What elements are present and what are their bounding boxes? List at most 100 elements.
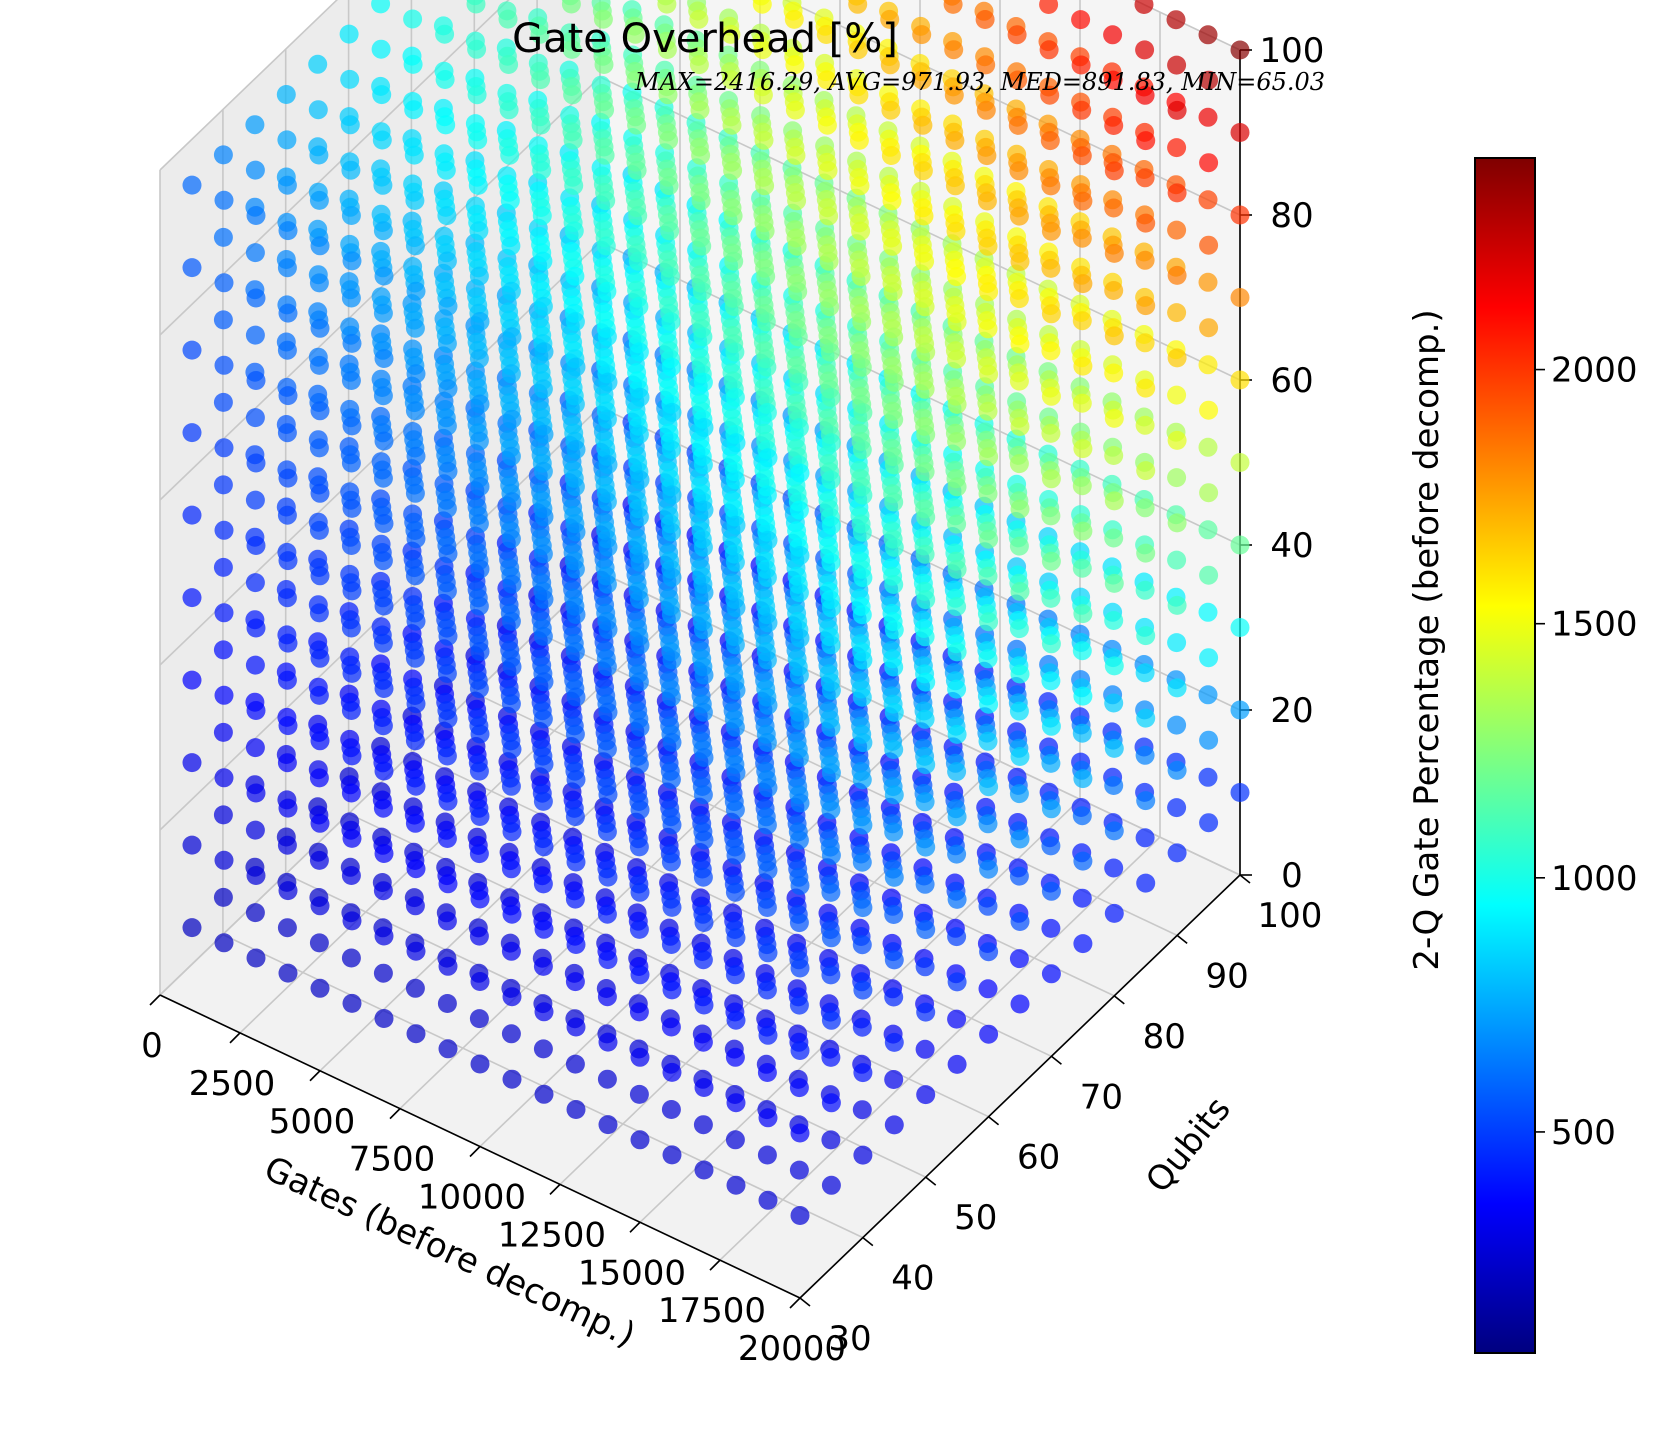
scatter-point xyxy=(915,627,935,647)
scatter-point xyxy=(882,191,902,211)
scatter-point xyxy=(947,1009,967,1029)
scatter-point xyxy=(852,770,872,790)
y-tick-mark xyxy=(1176,934,1188,945)
scatter-point xyxy=(819,206,839,226)
scatter-point xyxy=(788,282,808,301)
scatter-point xyxy=(852,605,872,625)
scatter-point xyxy=(277,505,297,525)
scatter-point xyxy=(1134,0,1154,14)
scatter-point xyxy=(1071,55,1091,75)
scatter-point xyxy=(1230,370,1250,390)
scatter-point xyxy=(884,1115,904,1135)
scatter-point xyxy=(821,717,841,737)
scatter-point xyxy=(694,913,714,932)
scatter-point xyxy=(1167,385,1187,405)
scatter-point xyxy=(566,1100,586,1119)
scatter-point xyxy=(533,251,553,271)
scatter-point xyxy=(246,288,266,308)
scatter-point xyxy=(1135,498,1155,518)
scatter-point xyxy=(1009,866,1029,886)
scatter-point xyxy=(1230,205,1250,225)
scatter-point xyxy=(884,455,904,475)
chart-subtitle: MAX=2416.29, AVG=971.93, MED=891.83, MIN… xyxy=(634,68,1325,96)
scatter-point xyxy=(245,490,265,510)
scatter-point xyxy=(884,537,904,557)
scatter-point xyxy=(884,410,904,429)
scatter-point xyxy=(790,876,810,895)
scatter-point xyxy=(821,552,841,572)
scatter-point xyxy=(1167,348,1187,368)
scatter-point xyxy=(915,379,935,399)
scatter-point xyxy=(915,874,935,894)
scatter-point xyxy=(1198,190,1218,210)
scatter-point xyxy=(884,740,904,759)
scatter-point xyxy=(501,776,521,796)
scatter-point xyxy=(1104,243,1124,263)
scatter-point xyxy=(1167,265,1187,285)
scatter-point xyxy=(947,927,967,947)
scatter-point xyxy=(532,206,552,226)
scatter-point xyxy=(1072,641,1092,661)
scatter-point xyxy=(373,468,393,488)
scatter-point xyxy=(565,642,585,662)
scatter-point xyxy=(817,70,837,90)
scatter-point xyxy=(598,372,618,392)
scatter-point xyxy=(594,55,614,74)
scatter-point xyxy=(1072,311,1092,331)
scatter-point xyxy=(597,822,617,842)
scatter-point xyxy=(438,379,458,399)
scatter-point xyxy=(182,918,202,938)
scatter-point xyxy=(947,559,967,579)
scatter-point xyxy=(566,357,586,377)
scatter-point xyxy=(213,557,233,577)
scatter-point xyxy=(1072,806,1092,826)
scatter-point xyxy=(245,160,265,180)
scatter-point xyxy=(916,672,936,692)
scatter-point xyxy=(182,588,202,608)
scatter-point xyxy=(726,1010,746,1030)
scatter-point xyxy=(1041,964,1061,984)
colorbar-ticks: 500 1000 1500 2000 xyxy=(1535,351,1638,1153)
scatter-point xyxy=(979,1024,999,1044)
scatter-point xyxy=(309,685,329,705)
scatter-point xyxy=(1072,476,1092,496)
scatter-point xyxy=(405,731,425,751)
scatter-point xyxy=(789,830,809,850)
colorbar: 500 1000 1500 2000 xyxy=(1474,157,1638,1354)
scatter-point xyxy=(598,702,618,722)
scatter-point xyxy=(821,1093,841,1113)
scatter-point xyxy=(342,993,362,1013)
scatter-point xyxy=(979,694,999,714)
scatter-point xyxy=(278,468,298,488)
scatter-point xyxy=(1041,258,1061,278)
scatter-point xyxy=(657,40,677,59)
scatter-point xyxy=(723,161,743,180)
scatter-point xyxy=(790,463,810,483)
scatter-point xyxy=(947,807,967,827)
scatter-point xyxy=(374,1009,394,1028)
x-tick-mark xyxy=(149,994,161,1006)
scatter-point xyxy=(501,1024,521,1044)
scatter-point xyxy=(1199,648,1219,668)
scatter-point xyxy=(1199,318,1219,338)
scatter-point xyxy=(533,874,553,894)
scatter-point xyxy=(245,115,265,135)
scatter-point xyxy=(821,387,841,407)
scatter-point xyxy=(1009,701,1029,721)
z-tick-label: 0 xyxy=(1281,856,1303,896)
scatter-point xyxy=(852,687,872,707)
scatter-point xyxy=(245,820,265,840)
y-tick-mark xyxy=(1239,874,1251,884)
scatter-point xyxy=(976,100,996,120)
scatter-point xyxy=(277,423,297,443)
scatter-point xyxy=(246,866,266,885)
scatter-point xyxy=(598,455,618,475)
scatter-point xyxy=(564,221,584,241)
scatter-point xyxy=(851,221,871,241)
scatter-point xyxy=(405,978,425,998)
scatter-point xyxy=(693,950,713,970)
scatter-point xyxy=(1073,769,1093,789)
scatter-point xyxy=(182,423,202,443)
scatter-point xyxy=(406,1024,426,1044)
scatter-point xyxy=(629,507,649,527)
